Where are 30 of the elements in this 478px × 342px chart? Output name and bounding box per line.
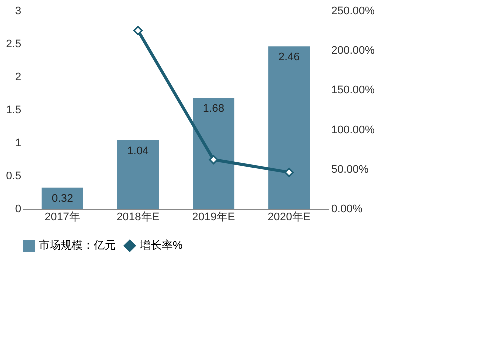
y2-tick-label: 250.00%: [332, 6, 376, 18]
point: [284, 168, 294, 178]
bar: [42, 188, 84, 209]
y2-tick-label: 150.00%: [332, 84, 376, 97]
data-label: 0.32: [52, 192, 74, 205]
y2-tick-label: 200.00%: [332, 45, 376, 58]
y-tick-label: 1: [15, 138, 22, 150]
data-label: 1.68: [203, 103, 224, 116]
x-tick-label: 2020年E: [268, 212, 311, 224]
y-tick-label: 0.5: [6, 170, 22, 182]
legend-label: 市场规模：亿元: [39, 239, 116, 252]
point: [209, 155, 218, 165]
y-tick-label: 3: [15, 6, 22, 18]
bar: [268, 46, 310, 209]
y-tick-label: 2.5: [6, 38, 22, 50]
x-tick-label: 2017年: [44, 212, 80, 224]
x-tick-label: 2019年E: [192, 212, 236, 224]
x-tick-label: 2018年E: [116, 212, 160, 224]
y2-tick-label: 0.00%: [332, 204, 363, 216]
data-label: 1.04: [128, 145, 149, 158]
legend-label: 增长率%: [139, 239, 183, 252]
y2-tick-label: 100.00%: [332, 124, 376, 136]
y2-tick-label: 50.00%: [332, 164, 370, 176]
y-tick-label: 2: [15, 72, 22, 84]
y-tick-label: 0: [15, 204, 22, 216]
y-tick-label: 1.5: [6, 104, 22, 116]
bar: [193, 98, 235, 209]
point: [134, 26, 143, 36]
data-label: 2.46: [278, 52, 300, 64]
bar: [117, 140, 159, 209]
